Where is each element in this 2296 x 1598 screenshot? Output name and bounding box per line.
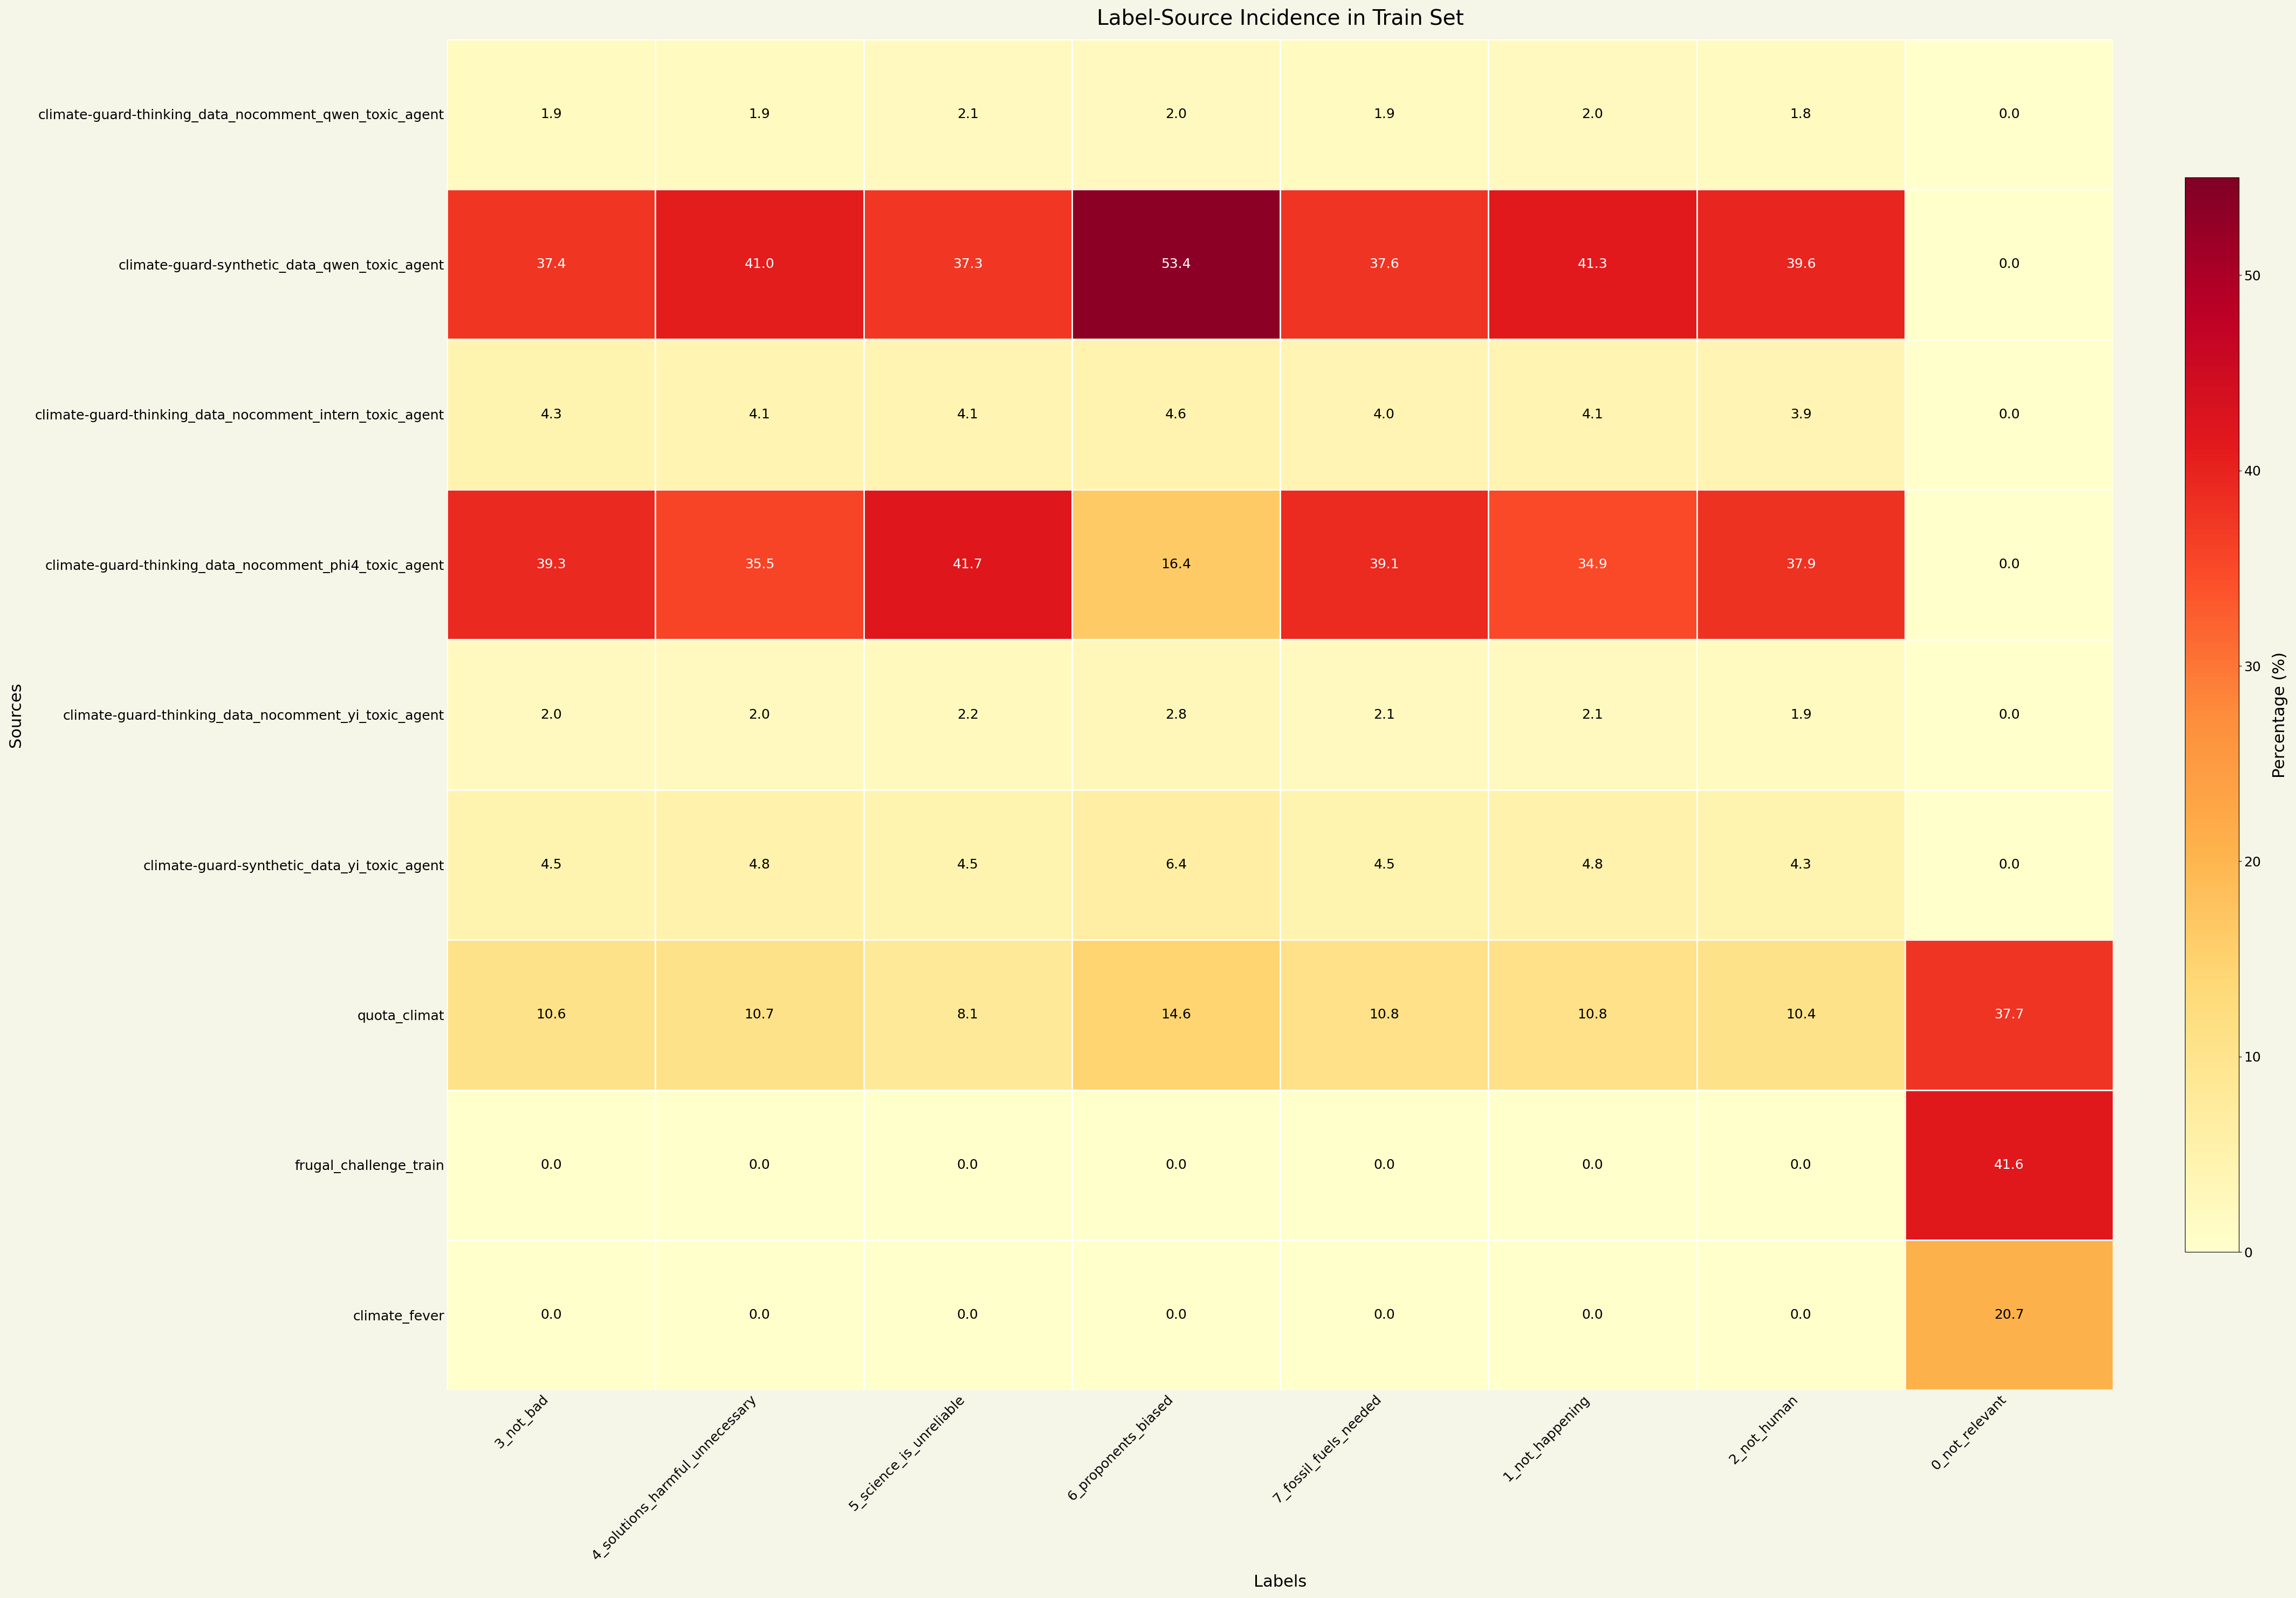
- Y-axis label: Sources: Sources: [9, 682, 23, 748]
- Text: 4.5: 4.5: [540, 858, 563, 871]
- Text: 0.0: 0.0: [1166, 1309, 1187, 1322]
- Text: 53.4: 53.4: [1162, 257, 1192, 270]
- Text: 4.5: 4.5: [1373, 858, 1396, 871]
- Text: 41.0: 41.0: [744, 257, 774, 270]
- Text: 0.0: 0.0: [957, 1309, 978, 1322]
- Text: 35.5: 35.5: [744, 558, 774, 570]
- Text: 2.1: 2.1: [957, 107, 978, 121]
- Text: 0.0: 0.0: [1998, 708, 2020, 721]
- Text: 4.8: 4.8: [1582, 858, 1603, 871]
- Text: 0.0: 0.0: [540, 1309, 563, 1322]
- Text: 6.4: 6.4: [1164, 858, 1187, 871]
- Text: 14.6: 14.6: [1162, 1008, 1192, 1021]
- Text: 0.0: 0.0: [1582, 1159, 1603, 1171]
- Text: 34.9: 34.9: [1577, 558, 1607, 570]
- Text: 10.8: 10.8: [1577, 1008, 1607, 1021]
- Text: 0.0: 0.0: [1998, 107, 2020, 121]
- Text: 0.0: 0.0: [748, 1159, 769, 1171]
- Text: 0.0: 0.0: [957, 1159, 978, 1171]
- Text: 0.0: 0.0: [1791, 1309, 1812, 1322]
- Text: 3.9: 3.9: [1791, 407, 1812, 420]
- Text: 4.1: 4.1: [957, 407, 978, 420]
- Text: 0.0: 0.0: [1998, 858, 2020, 871]
- Text: 1.9: 1.9: [540, 107, 563, 121]
- Text: 4.3: 4.3: [540, 407, 563, 420]
- Text: 20.7: 20.7: [1993, 1309, 2025, 1322]
- Text: 1.9: 1.9: [1373, 107, 1396, 121]
- Text: 4.3: 4.3: [1791, 858, 1812, 871]
- X-axis label: Labels: Labels: [1254, 1574, 1306, 1590]
- Text: 16.4: 16.4: [1162, 558, 1192, 570]
- Text: 1.9: 1.9: [1791, 708, 1812, 721]
- Text: 37.9: 37.9: [1786, 558, 1816, 570]
- Text: 2.1: 2.1: [1373, 708, 1396, 721]
- Text: 10.8: 10.8: [1368, 1008, 1398, 1021]
- Text: 37.6: 37.6: [1368, 257, 1398, 270]
- Text: 2.0: 2.0: [1166, 107, 1187, 121]
- Text: 41.7: 41.7: [953, 558, 983, 570]
- Text: 4.8: 4.8: [748, 858, 769, 871]
- Text: 4.1: 4.1: [1582, 407, 1603, 420]
- Text: 39.1: 39.1: [1368, 558, 1398, 570]
- Text: 2.8: 2.8: [1164, 708, 1187, 721]
- Text: 4.0: 4.0: [1373, 407, 1396, 420]
- Text: 0.0: 0.0: [748, 1309, 769, 1322]
- Text: 1.9: 1.9: [748, 107, 769, 121]
- Text: 0.0: 0.0: [1166, 1159, 1187, 1171]
- Text: 37.3: 37.3: [953, 257, 983, 270]
- Text: 41.6: 41.6: [1993, 1159, 2025, 1171]
- Text: 0.0: 0.0: [1791, 1159, 1812, 1171]
- Text: 0.0: 0.0: [1998, 407, 2020, 420]
- Text: 0.0: 0.0: [540, 1159, 563, 1171]
- Text: 0.0: 0.0: [1582, 1309, 1603, 1322]
- Text: 10.6: 10.6: [537, 1008, 567, 1021]
- Y-axis label: Percentage (%): Percentage (%): [2273, 652, 2287, 778]
- Text: 2.0: 2.0: [540, 708, 563, 721]
- Text: 2.2: 2.2: [957, 708, 978, 721]
- Text: 4.6: 4.6: [1164, 407, 1187, 420]
- Text: 2.0: 2.0: [748, 708, 769, 721]
- Text: 37.4: 37.4: [537, 257, 567, 270]
- Text: 10.4: 10.4: [1786, 1008, 1816, 1021]
- Text: 0.0: 0.0: [1373, 1309, 1396, 1322]
- Text: 0.0: 0.0: [1373, 1159, 1396, 1171]
- Text: 4.5: 4.5: [957, 858, 978, 871]
- Text: 39.3: 39.3: [537, 558, 567, 570]
- Text: 37.7: 37.7: [1993, 1008, 2025, 1021]
- Text: 2.1: 2.1: [1582, 708, 1603, 721]
- Text: 0.0: 0.0: [1998, 558, 2020, 570]
- Title: Label-Source Incidence in Train Set: Label-Source Incidence in Train Set: [1097, 8, 1463, 29]
- Text: 8.1: 8.1: [957, 1008, 978, 1021]
- Text: 0.0: 0.0: [1998, 257, 2020, 270]
- Text: 1.8: 1.8: [1791, 107, 1812, 121]
- Text: 41.3: 41.3: [1577, 257, 1607, 270]
- Text: 4.1: 4.1: [748, 407, 769, 420]
- Text: 2.0: 2.0: [1582, 107, 1603, 121]
- Text: 10.7: 10.7: [744, 1008, 774, 1021]
- Text: 39.6: 39.6: [1786, 257, 1816, 270]
